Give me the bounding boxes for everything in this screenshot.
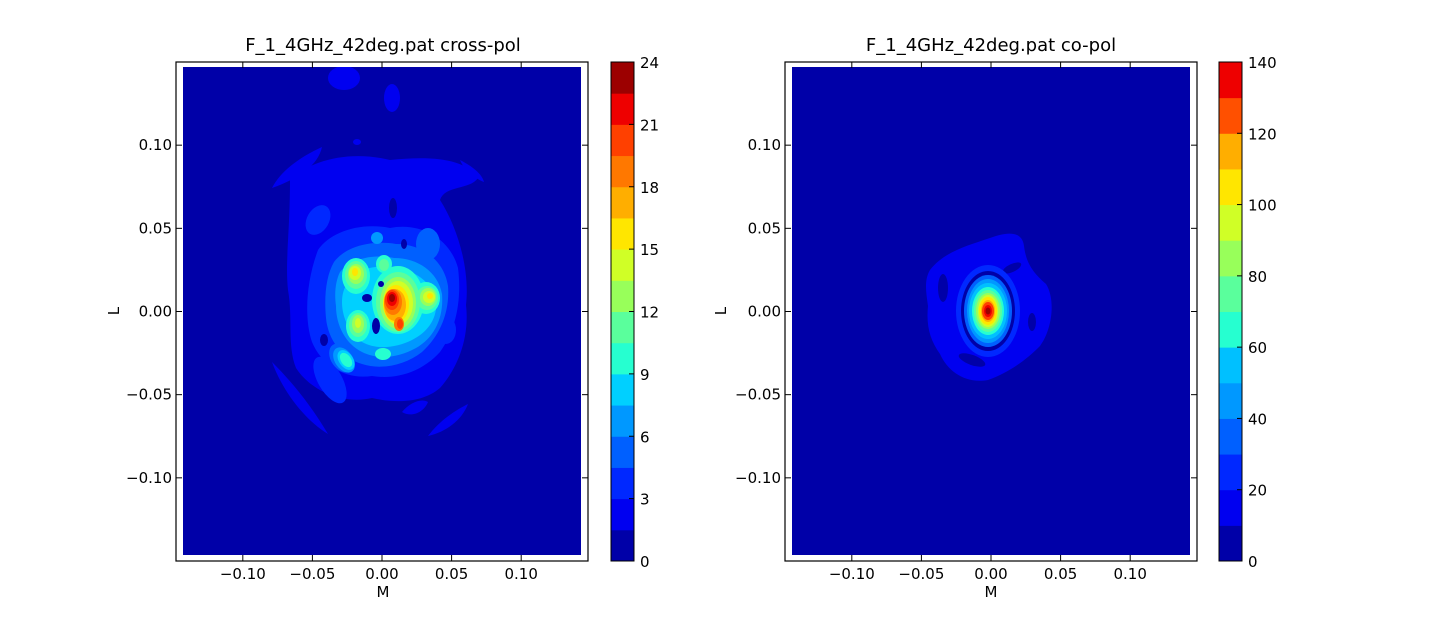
co-pol-colorbar-segment [1219, 489, 1242, 526]
cross-pol-colorbar-segment [611, 498, 634, 531]
cross-pol-y-tick-label: 0.10 [139, 136, 172, 154]
cross-pol-colorbar-tick-label: 12 [640, 304, 659, 322]
co-pol-x-tick-label: 0.10 [1113, 565, 1146, 583]
co-pol-y-tick-label: 0.10 [748, 136, 781, 154]
cross-pol-x-tick-label: 0.05 [435, 565, 468, 583]
co-pol-colorbar-tick-label: 40 [1248, 410, 1267, 428]
co-pol-colorbar-frame [1218, 61, 1243, 562]
cross-pol-colorbar-tick-label: 0 [640, 553, 650, 571]
co-pol-x-tick-label: −0.10 [829, 565, 875, 583]
cross-pol-colorbar: 0 3 6 9 12 15 18 21 24 [610, 54, 659, 571]
cross-pol-colorbar-segment [611, 280, 634, 312]
co-pol-colorbar-segment [1219, 418, 1242, 455]
cross-pol-minima [320, 198, 407, 346]
cross-pol-colorbar-segment [611, 217, 634, 250]
co-pol-x-tick-label: 0.00 [974, 565, 1007, 583]
co-pol-colorbar-segment [1219, 204, 1242, 241]
co-pol-colorbar-segment [1219, 382, 1242, 419]
cross-pol-y-tick-label: 0.00 [139, 303, 172, 321]
cross-pol-x-tick-label: −0.10 [220, 565, 266, 583]
cross-pol-colorbar-segment [611, 155, 634, 188]
cross-pol-colorbar-tick-label: 15 [640, 241, 659, 259]
co-pol-colorbar-tick-label: 0 [1248, 553, 1258, 571]
co-pol-colorbar-segment [1219, 97, 1242, 134]
co-pol-title: F_1_4GHz_42deg.pat co-pol [866, 35, 1116, 56]
co-pol-colorbar-tick-label: 60 [1248, 339, 1267, 357]
co-pol-colorbar-segment [1219, 62, 1242, 99]
cross-pol-ticks: −0.10 −0.05 0.00 0.05 0.10 −0.10 −0.05 0.00 0.05… [126, 62, 588, 583]
co-pol-colorbar-segment [1219, 240, 1242, 277]
cross-pol-colorbar-segment [611, 311, 634, 344]
cross-pol-colorbar-tick-label: 21 [640, 116, 659, 134]
cross-pol-colorbar-segment [611, 529, 634, 562]
cross-pol-colorbar-segment [611, 342, 634, 375]
co-pol-contours [926, 233, 1052, 381]
co-pol-level-1-holes [938, 262, 1036, 367]
co-pol-colorbar-segment [1219, 275, 1242, 312]
cross-pol-subplot: F_1_4GHz_42deg.pat cross-pol [105, 35, 659, 601]
cross-pol-colorbar-segment [611, 436, 634, 468]
cross-pol-colorbar-segment [611, 405, 634, 437]
co-pol-y-tick-label: −0.10 [735, 469, 781, 487]
co-pol-colorbar-segment [1219, 454, 1242, 491]
co-pol-colorbar-segment [1219, 311, 1242, 348]
cross-pol-colorbar-tick-label: 6 [640, 428, 650, 446]
cross-pol-y-tick-label: 0.05 [139, 219, 172, 237]
cross-pol-x-tick-label: 0.10 [504, 565, 537, 583]
cross-pol-y-tick-label: −0.10 [126, 469, 172, 487]
cross-pol-colorbar-segment [611, 467, 634, 500]
cross-pol-colorbar-tick-label: 24 [640, 54, 659, 72]
co-pol-subplot: F_1_4GHz_42deg.pat co-pol [712, 35, 1277, 601]
co-pol-x-axis-label: M [985, 583, 998, 601]
co-pol-colorbar-tick-label: 120 [1248, 125, 1277, 143]
co-pol-colorbar-tick-label: 20 [1248, 482, 1267, 500]
co-pol-colorbar-tick-label: 100 [1248, 197, 1277, 215]
cross-pol-colorbar-segment [611, 249, 634, 281]
cross-pol-x-tick-label: 0.00 [365, 565, 398, 583]
cross-pol-level-15 [389, 294, 395, 302]
co-pol-colorbar-segment [1219, 133, 1242, 170]
cross-pol-title: F_1_4GHz_42deg.pat cross-pol [245, 35, 521, 56]
co-pol-colorbar-segment [1219, 168, 1242, 206]
co-pol-colorbar-tick-label: 80 [1248, 268, 1267, 286]
cross-pol-contours [272, 67, 484, 436]
cross-pol-x-axis-label: M [377, 583, 390, 601]
cross-pol-x-tick-label: −0.05 [289, 565, 335, 583]
co-pol-ticks: −0.10 −0.05 0.00 0.05 0.10 −0.10 −0.05 0.00 0.05… [735, 62, 1197, 583]
co-pol-level-14 [985, 307, 991, 315]
co-pol-colorbar-tick-label: 140 [1248, 54, 1277, 72]
co-pol-y-tick-label: 0.05 [748, 219, 781, 237]
cross-pol-colorbar-segment [611, 62, 634, 94]
cross-pol-colorbar-segment [611, 373, 634, 406]
co-pol-x-tick-label: −0.05 [898, 565, 944, 583]
cross-pol-y-tick-label: −0.05 [126, 386, 172, 404]
co-pol-x-tick-label: 0.05 [1044, 565, 1077, 583]
co-pol-colorbar: 0 20 40 60 80 100 120 140 [1218, 54, 1277, 571]
cross-pol-colorbar-tick-label: 9 [640, 366, 650, 384]
co-pol-colorbar-segment [1219, 525, 1242, 562]
co-pol-y-tick-label: −0.05 [735, 386, 781, 404]
co-pol-colorbar-segment [1219, 347, 1242, 384]
cross-pol-colorbar-tick-label: 3 [640, 491, 650, 509]
cross-pol-y-axis-label: L [105, 306, 123, 315]
cross-pol-colorbar-segment [611, 93, 634, 125]
cross-pol-colorbar-segment [611, 124, 634, 157]
cross-pol-colorbar-segment [611, 186, 634, 219]
co-pol-y-axis-label: L [712, 306, 730, 315]
cross-pol-colorbar-tick-label: 18 [640, 179, 659, 197]
co-pol-y-tick-label: 0.00 [748, 303, 781, 321]
